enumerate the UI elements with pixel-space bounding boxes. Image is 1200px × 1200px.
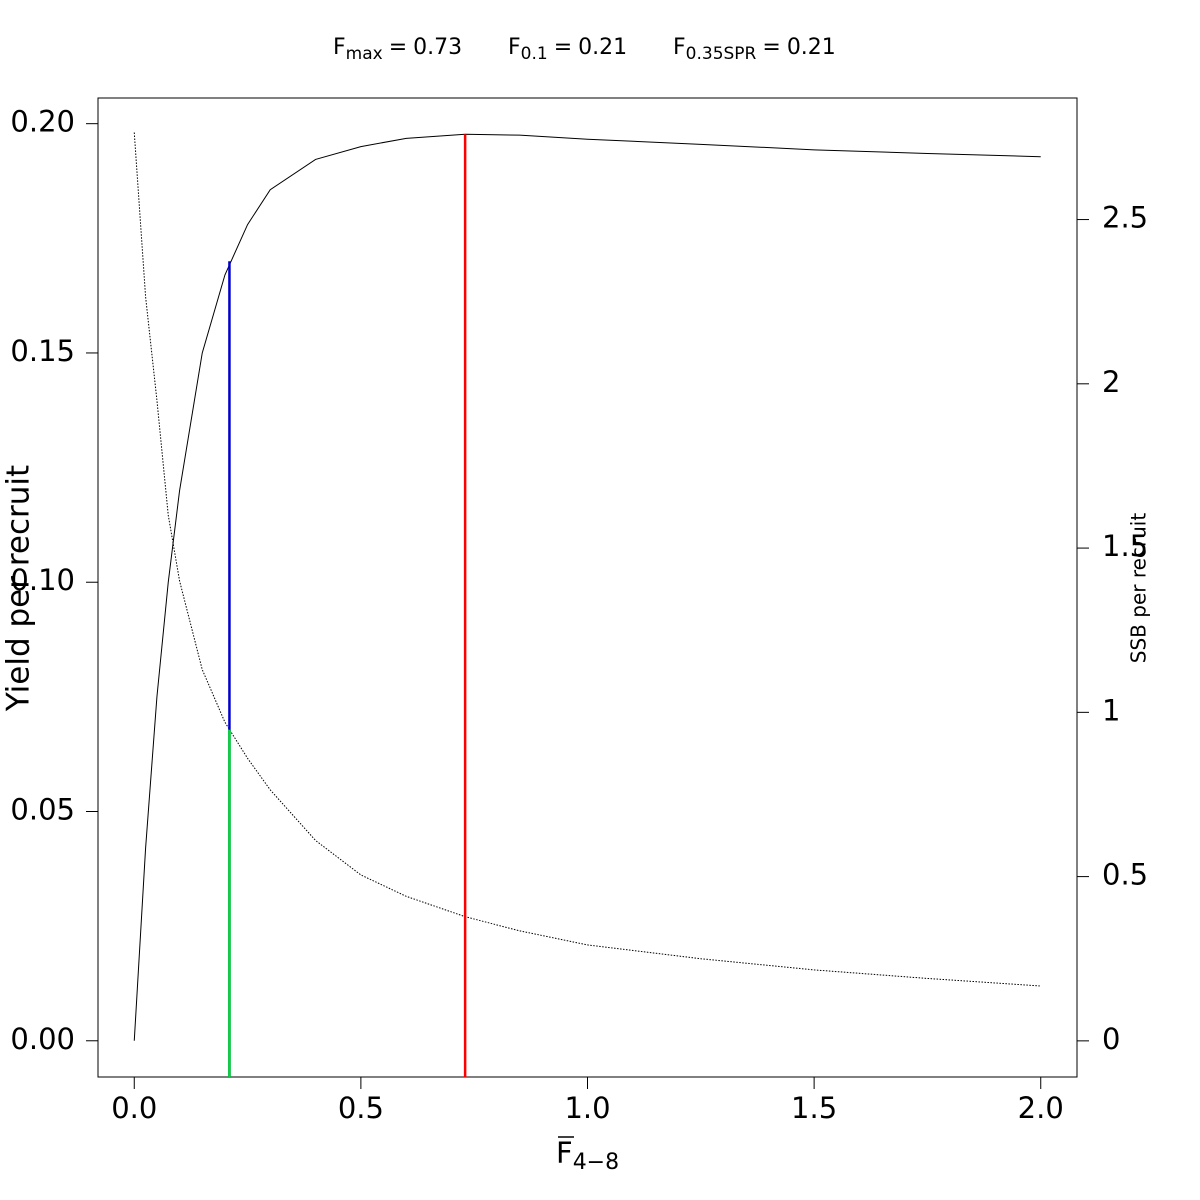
title-separator: =: [389, 35, 407, 60]
y2-tick-label: 1: [1102, 693, 1120, 727]
title-name: F: [673, 35, 686, 60]
title-subscript: 0.35SPR: [686, 44, 757, 64]
title-value: 0.73: [413, 35, 462, 60]
x-tick-label: 1.5: [791, 1091, 837, 1125]
title-name: F: [508, 35, 521, 60]
title-value: 0.21: [578, 35, 627, 60]
y-tick-label: 0.05: [10, 793, 75, 827]
y2-tick-label: 2: [1102, 365, 1120, 399]
y2-axis-label: SSB per recruit: [1127, 513, 1151, 664]
title-name: F: [333, 35, 346, 60]
title-item: F0.1 = 0.21: [508, 35, 627, 64]
x-label-main: F: [556, 1136, 573, 1170]
y2-tick-label: 2.5: [1102, 201, 1148, 235]
y2-tick-label: 1.5: [1102, 529, 1148, 563]
title-separator: =: [762, 35, 780, 60]
y2-tick-label: 0.5: [1102, 858, 1148, 892]
title-separator: =: [554, 35, 572, 60]
series-line: [133, 132, 1041, 987]
y-tick-label: 0.10: [10, 563, 75, 597]
title-value: 0.21: [787, 35, 836, 60]
x-tick-label: 1.0: [564, 1091, 610, 1125]
y-tick-label: 0.20: [10, 105, 75, 139]
x-axis-label: F4−8: [556, 1136, 619, 1175]
plot-frame: [97, 97, 1078, 1078]
x-tick-label: 0.5: [338, 1091, 384, 1125]
title-subscript: 0.1: [521, 44, 548, 64]
title-item: Fmax = 0.73: [333, 35, 462, 64]
x-label-sub: 4−8: [573, 1150, 619, 1175]
y-tick-label: 0.15: [10, 334, 75, 368]
y2-tick-label: 0: [1102, 1022, 1120, 1056]
y-tick-label: 0.00: [10, 1022, 75, 1056]
title-item: F0.35SPR = 0.21: [673, 35, 836, 64]
series-line: [133, 133, 1041, 1041]
x-tick-label: 2.0: [1018, 1091, 1064, 1125]
x-tick-label: 0.0: [111, 1091, 157, 1125]
title-subscript: max: [346, 44, 383, 64]
y-axis-label: Yield per recruit: [1, 465, 37, 712]
